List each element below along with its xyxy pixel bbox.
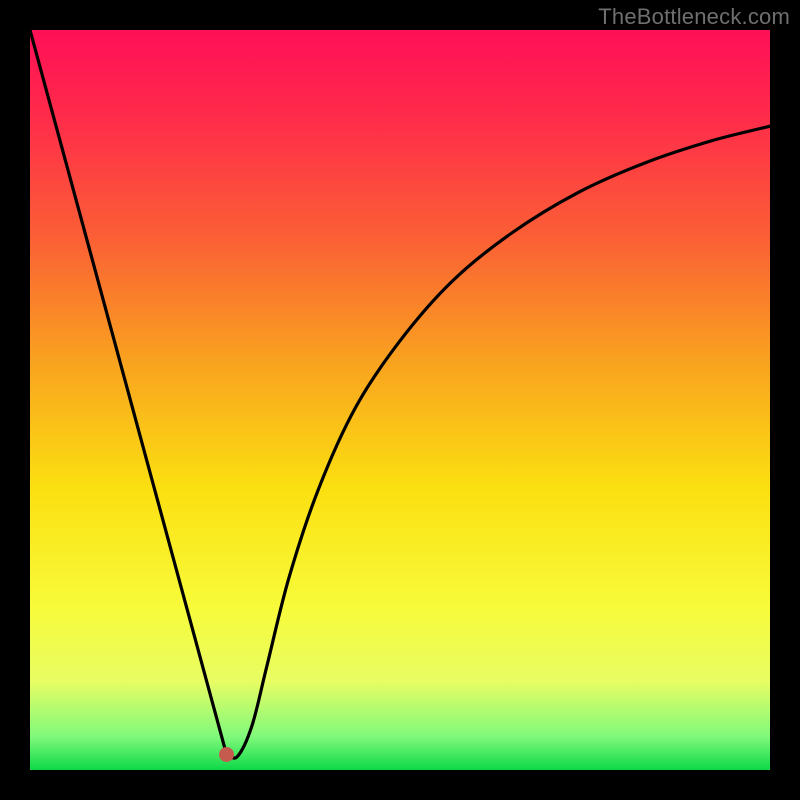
minimum-marker [219,747,234,762]
watermark-label: TheBottleneck.com [598,4,790,30]
curve-path [30,30,770,758]
plot-area [30,30,770,770]
chart-root: TheBottleneck.com [0,0,800,800]
bottleneck-curve [30,30,770,770]
